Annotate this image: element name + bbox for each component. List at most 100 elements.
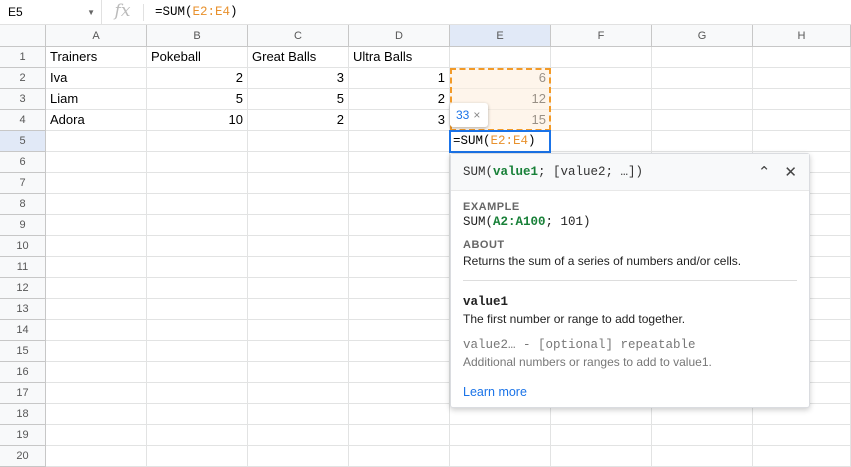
row-header-16[interactable]: 16	[0, 362, 46, 383]
cell-C14[interactable]	[248, 320, 349, 341]
cell-C11[interactable]	[248, 257, 349, 278]
cell-D11[interactable]	[349, 257, 450, 278]
cell-A6[interactable]	[46, 152, 147, 173]
cell-A1[interactable]: Trainers	[46, 47, 147, 68]
cell-B8[interactable]	[147, 194, 248, 215]
close-icon[interactable]: ×	[473, 108, 481, 122]
cell-A15[interactable]	[46, 341, 147, 362]
cell-A14[interactable]	[46, 320, 147, 341]
cell-A10[interactable]	[46, 236, 147, 257]
cell-C2[interactable]: 3	[248, 68, 349, 89]
cell-F4[interactable]	[551, 110, 652, 131]
row-header-1[interactable]: 1	[0, 47, 46, 68]
row-header-15[interactable]: 15	[0, 341, 46, 362]
cell-C7[interactable]	[248, 173, 349, 194]
cell-G1[interactable]	[652, 47, 753, 68]
cell-B13[interactable]	[147, 299, 248, 320]
cell-C12[interactable]	[248, 278, 349, 299]
cell-C1[interactable]: Great Balls	[248, 47, 349, 68]
cell-F5[interactable]	[551, 131, 652, 152]
cell-F19[interactable]	[551, 425, 652, 446]
cell-E1[interactable]	[450, 47, 551, 68]
cell-G19[interactable]	[652, 425, 753, 446]
row-header-14[interactable]: 14	[0, 320, 46, 341]
cell-C18[interactable]	[248, 404, 349, 425]
row-header-12[interactable]: 12	[0, 278, 46, 299]
cell-A12[interactable]	[46, 278, 147, 299]
cell-D12[interactable]	[349, 278, 450, 299]
cell-A18[interactable]	[46, 404, 147, 425]
cell-G4[interactable]	[652, 110, 753, 131]
column-header-B[interactable]: B	[147, 25, 248, 47]
cell-D14[interactable]	[349, 320, 450, 341]
select-all-corner[interactable]	[0, 25, 46, 47]
row-header-18[interactable]: 18	[0, 404, 46, 425]
cell-D2[interactable]: 1	[349, 68, 450, 89]
active-cell-editor[interactable]: =SUM(E2:E4)	[449, 130, 551, 153]
cell-H19[interactable]	[753, 425, 851, 446]
column-header-D[interactable]: D	[349, 25, 450, 47]
cell-D18[interactable]	[349, 404, 450, 425]
cell-C17[interactable]	[248, 383, 349, 404]
cell-B2[interactable]: 2	[147, 68, 248, 89]
row-header-4[interactable]: 4	[0, 110, 46, 131]
row-header-17[interactable]: 17	[0, 383, 46, 404]
cell-B10[interactable]	[147, 236, 248, 257]
cell-B7[interactable]	[147, 173, 248, 194]
cell-D20[interactable]	[349, 446, 450, 467]
row-header-11[interactable]: 11	[0, 257, 46, 278]
cell-B3[interactable]: 5	[147, 89, 248, 110]
cell-A3[interactable]: Liam	[46, 89, 147, 110]
cell-B16[interactable]	[147, 362, 248, 383]
cell-B17[interactable]	[147, 383, 248, 404]
cell-E20[interactable]	[450, 446, 551, 467]
cell-A17[interactable]	[46, 383, 147, 404]
cell-C6[interactable]	[248, 152, 349, 173]
row-header-6[interactable]: 6	[0, 152, 46, 173]
row-header-7[interactable]: 7	[0, 173, 46, 194]
cell-G3[interactable]	[652, 89, 753, 110]
chevron-down-icon[interactable]: ▼	[87, 7, 95, 17]
cell-B1[interactable]: Pokeball	[147, 47, 248, 68]
cell-B20[interactable]	[147, 446, 248, 467]
row-header-2[interactable]: 2	[0, 68, 46, 89]
cell-D10[interactable]	[349, 236, 450, 257]
column-header-F[interactable]: F	[551, 25, 652, 47]
formula-input[interactable]: =SUM(E2:E4)	[155, 5, 238, 19]
cell-D4[interactable]: 3	[349, 110, 450, 131]
cell-C20[interactable]	[248, 446, 349, 467]
cell-E18[interactable]	[450, 404, 551, 425]
cell-C3[interactable]: 5	[248, 89, 349, 110]
cell-D9[interactable]	[349, 215, 450, 236]
row-header-20[interactable]: 20	[0, 446, 46, 467]
cell-D16[interactable]	[349, 362, 450, 383]
cell-G5[interactable]	[652, 131, 753, 152]
cell-E19[interactable]	[450, 425, 551, 446]
row-header-3[interactable]: 3	[0, 89, 46, 110]
cell-C9[interactable]	[248, 215, 349, 236]
cell-F2[interactable]	[551, 68, 652, 89]
cell-C13[interactable]	[248, 299, 349, 320]
cell-A2[interactable]: Iva	[46, 68, 147, 89]
row-header-10[interactable]: 10	[0, 236, 46, 257]
row-header-8[interactable]: 8	[0, 194, 46, 215]
cell-C5[interactable]	[248, 131, 349, 152]
cell-A8[interactable]	[46, 194, 147, 215]
cell-C8[interactable]	[248, 194, 349, 215]
row-header-19[interactable]: 19	[0, 425, 46, 446]
cell-F20[interactable]	[551, 446, 652, 467]
cell-D1[interactable]: Ultra Balls	[349, 47, 450, 68]
cell-F3[interactable]	[551, 89, 652, 110]
cell-G2[interactable]	[652, 68, 753, 89]
learn-more-link[interactable]: Learn more	[463, 385, 527, 399]
cell-D5[interactable]	[349, 131, 450, 152]
cell-B6[interactable]	[147, 152, 248, 173]
cell-B15[interactable]	[147, 341, 248, 362]
cell-A16[interactable]	[46, 362, 147, 383]
cell-C10[interactable]	[248, 236, 349, 257]
cell-C15[interactable]	[248, 341, 349, 362]
cell-A5[interactable]	[46, 131, 147, 152]
cell-B18[interactable]	[147, 404, 248, 425]
column-header-H[interactable]: H	[753, 25, 851, 47]
cell-H4[interactable]	[753, 110, 851, 131]
